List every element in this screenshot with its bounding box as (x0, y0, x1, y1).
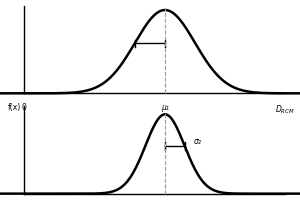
Text: μ₁: μ₁ (161, 103, 169, 112)
Text: f(x): f(x) (8, 103, 21, 112)
Text: σ₂: σ₂ (194, 137, 201, 146)
Text: $D_{RCM}$: $D_{RCM}$ (275, 103, 295, 116)
Text: 0: 0 (22, 103, 26, 112)
